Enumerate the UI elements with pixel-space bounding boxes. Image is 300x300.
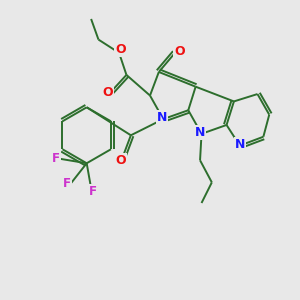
Text: O: O (102, 86, 112, 99)
Text: F: F (52, 152, 60, 165)
Text: O: O (115, 154, 126, 167)
Text: N: N (195, 126, 205, 139)
Text: O: O (115, 43, 126, 56)
Text: O: O (174, 45, 185, 58)
Text: F: F (63, 177, 71, 190)
Text: N: N (235, 138, 245, 151)
Text: N: N (157, 111, 167, 124)
Text: F: F (88, 185, 97, 198)
